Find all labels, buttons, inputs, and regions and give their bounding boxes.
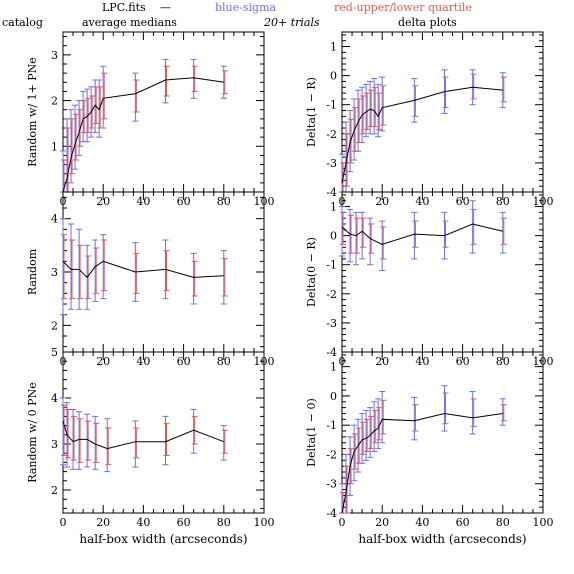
x-tick-label: 60 (456, 516, 470, 529)
median-line (341, 412, 503, 514)
panel-frame (341, 191, 544, 353)
median-line (62, 77, 224, 193)
y-tick-label: -1 (326, 99, 337, 112)
panel-3: 0 20 40 60 80 100 2 3 4 5 Random w/ 0 PNe (26, 346, 275, 529)
x-tick-label: 60 (456, 195, 470, 208)
median-line (341, 223, 503, 245)
x-tick-label: 40 (136, 516, 150, 529)
y-tick-label: 0 (330, 230, 337, 243)
x-tick-label: 80 (217, 355, 231, 368)
x-tick-label: 20 (96, 516, 110, 529)
x-tick-label: 40 (415, 195, 429, 208)
y-tick-label: -1 (326, 419, 337, 432)
x-tick-label: 20 (96, 195, 110, 208)
y-axis-label: Delta(1 − R) (305, 77, 318, 147)
x-tick-label: 20 (375, 195, 389, 208)
y-tick-label: 0 (330, 390, 337, 403)
panel-frame (62, 31, 265, 193)
x-tick-label: 80 (496, 516, 510, 529)
x-tick-label: 40 (136, 195, 150, 208)
panel-6: 0 20 40 60 80 100 -4 -3 -2 -1 0 1 Delta(1 − 0) (305, 351, 554, 529)
x-tick-label: 0 (60, 516, 67, 529)
delta-plots-label: delta plots (398, 16, 457, 29)
median-line (62, 420, 224, 450)
y-tick-label: 1 (51, 140, 58, 153)
y-axis-label: Delta(0 − R) (305, 237, 318, 307)
y-axis-label: Random w/ 1+ PNe (26, 57, 39, 167)
legend-red-quartile: red-upper/lower quartile (334, 1, 472, 14)
x-tick-label: 100 (254, 516, 275, 529)
y-tick-label: -2 (326, 128, 337, 141)
y-axis-label: Delta(1 − 0) (305, 398, 318, 467)
y-tick-label: -3 (326, 478, 337, 491)
y-tick-label: -4 (326, 346, 337, 359)
x-tick-label: 80 (496, 355, 510, 368)
x-tick-label: 100 (533, 516, 554, 529)
y-tick-label: 5 (51, 346, 58, 359)
average-medians-label: average medians (82, 16, 177, 29)
panel-frame (62, 351, 265, 514)
y-tick-label: 1 (330, 41, 337, 54)
x-tick-label: 60 (456, 355, 470, 368)
catalog-label: catalog (2, 16, 43, 29)
y-tick-label: 4 (51, 392, 58, 405)
y-tick-label: -4 (326, 507, 337, 520)
y-tick-label: 2 (51, 95, 58, 108)
panel-frame (62, 191, 265, 353)
y-tick-label: 1 (330, 201, 337, 214)
y-tick-label: 4 (51, 213, 58, 226)
x-tick-label: 40 (136, 355, 150, 368)
y-tick-label: -2 (326, 288, 337, 301)
x-tick-label: 20 (375, 355, 389, 368)
median-line (62, 260, 224, 279)
panel-2: 020406080100234Random (26, 191, 275, 368)
file-label: LPC.fits (102, 1, 146, 14)
panel-frame (341, 31, 544, 193)
y-tick-label: -1 (326, 259, 337, 272)
x-tick-label: 80 (496, 195, 510, 208)
x-axis-label: half-box width (arcseconds) (358, 532, 526, 546)
x-tick-label: 80 (217, 195, 231, 208)
x-tick-label: 20 (375, 516, 389, 529)
x-tick-label: 40 (415, 516, 429, 529)
y-tick-label: -4 (326, 186, 337, 199)
median-line (341, 86, 503, 184)
y-tick-label: 2 (51, 484, 58, 497)
y-tick-label: 3 (51, 49, 58, 62)
legend-blue-sigma: blue-sigma (215, 1, 277, 14)
y-tick-label: 2 (51, 319, 58, 332)
y-tick-label: 0 (330, 70, 337, 83)
y-tick-label: 1 (330, 361, 337, 374)
x-axis-label: half-box width (arcseconds) (79, 532, 247, 546)
y-tick-label: -3 (326, 317, 337, 330)
x-tick-label: 60 (177, 195, 191, 208)
y-tick-label: -3 (326, 157, 337, 170)
y-tick-label: 3 (51, 438, 58, 451)
x-tick-label: 80 (217, 516, 231, 529)
x-tick-label: 60 (177, 516, 191, 529)
x-tick-label: 60 (177, 355, 191, 368)
x-tick-label: 0 (339, 516, 346, 529)
trials-label: 20+ trials (264, 16, 320, 29)
y-tick-label: -2 (326, 448, 337, 461)
y-axis-label: Random w/ 0 PNe (26, 382, 39, 482)
header-dash: — (160, 1, 171, 14)
x-tick-label: 40 (415, 355, 429, 368)
y-tick-label: 3 (51, 266, 58, 279)
y-axis-label: Random (26, 248, 39, 295)
x-tick-label: 20 (96, 355, 110, 368)
